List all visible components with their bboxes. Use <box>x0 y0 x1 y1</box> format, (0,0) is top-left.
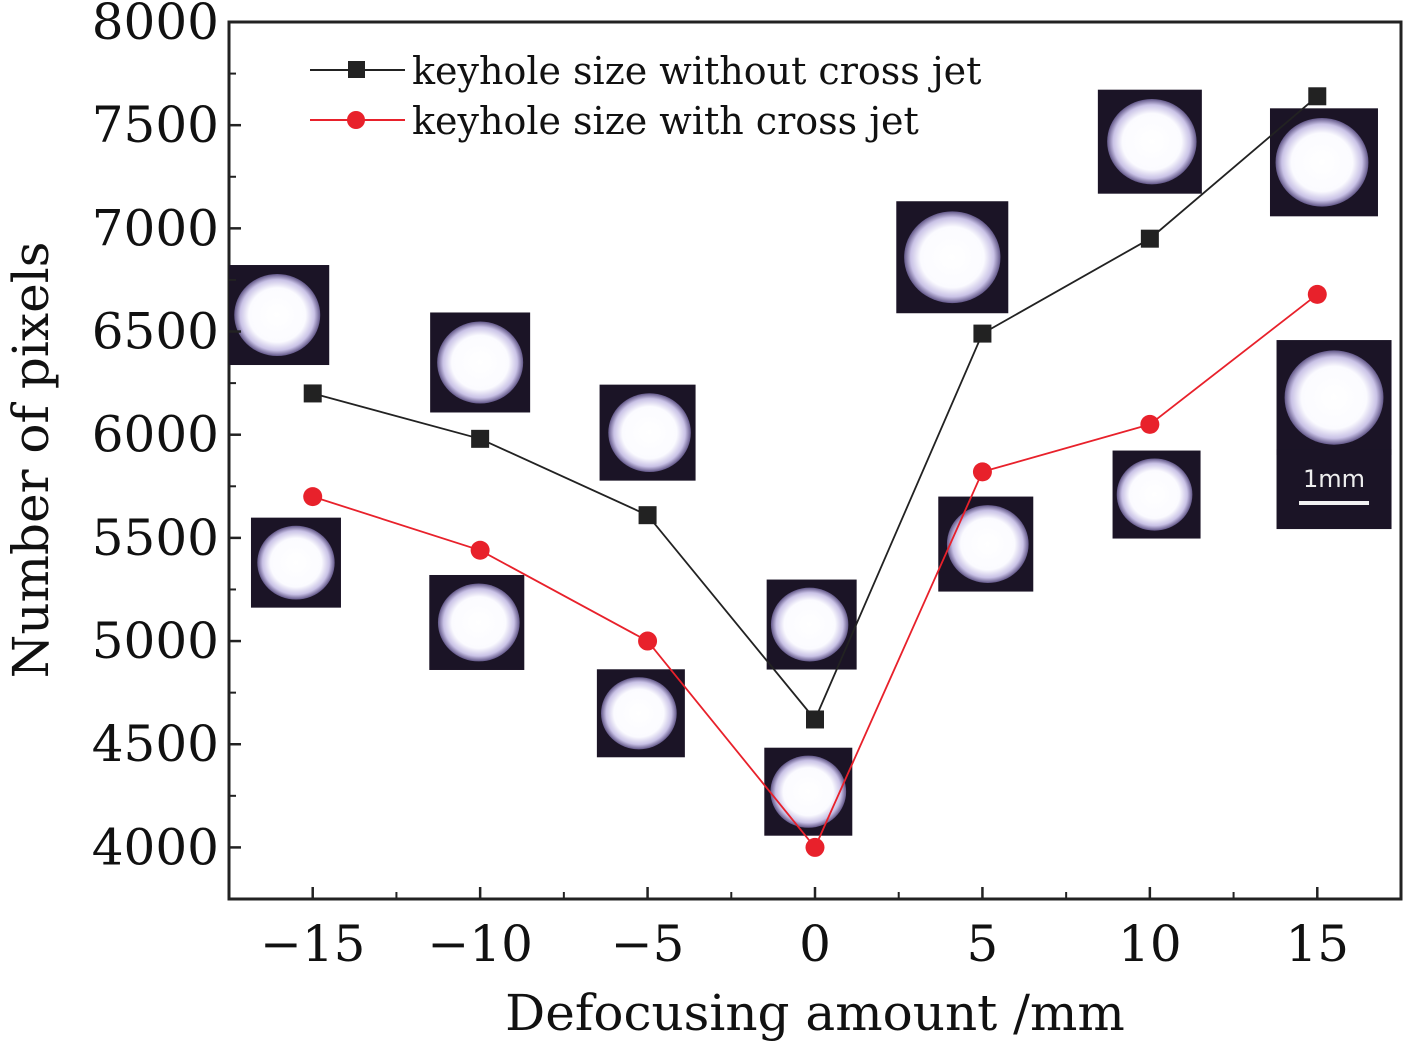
data-point-without-cross-jet <box>303 384 322 403</box>
keyhole-blob <box>437 321 524 404</box>
keyhole-inset-image <box>250 517 341 608</box>
y-tick-label: 8000 <box>92 0 219 51</box>
keyhole-inset-image <box>430 312 531 413</box>
data-point-without-cross-jet <box>638 506 657 525</box>
data-point-without-cross-jet <box>1140 229 1159 248</box>
y-tick-label: 7500 <box>92 96 219 154</box>
keyhole-inset-image <box>1276 340 1392 456</box>
x-tick-label: −10 <box>427 915 533 973</box>
x-tick-label: 15 <box>1285 915 1349 973</box>
y-tick-label: 4500 <box>92 715 219 773</box>
data-point-with-cross-jet <box>972 462 992 482</box>
data-point-without-cross-jet <box>1308 87 1327 106</box>
y-tick-label: 6500 <box>92 303 219 361</box>
y-tick-label: 7000 <box>92 199 219 257</box>
data-point-with-cross-jet <box>638 631 658 651</box>
y-tick-label: 5500 <box>92 509 219 567</box>
y-tick-label: 6000 <box>92 406 219 464</box>
keyhole-blob <box>770 587 849 662</box>
keyhole-inset-image <box>229 265 330 366</box>
legend-label-with-cross-jet: keyhole size with cross jet <box>412 99 919 143</box>
y-tick-label: 4000 <box>92 818 219 876</box>
scale-bar: 1mm <box>1276 449 1392 530</box>
x-tick-label: −5 <box>611 915 685 973</box>
keyhole-inset-image <box>599 384 696 481</box>
data-point-without-cross-jet <box>471 429 490 448</box>
keyhole-blob <box>437 583 520 662</box>
x-tick-label: −15 <box>260 915 366 973</box>
legend-entry-without-cross-jet: keyhole size without cross jet <box>310 49 981 93</box>
keyhole-blob <box>1116 458 1193 531</box>
keyhole-inset-image <box>429 574 525 670</box>
keyhole-blob <box>601 677 677 750</box>
keyhole-inset-image <box>1112 450 1201 539</box>
y-axis: 4000 4500 5000 5500 6000 6500 7000 7500 8000 <box>92 0 241 876</box>
scale-bar-background <box>1276 449 1392 530</box>
data-point-with-cross-jet <box>805 837 825 857</box>
keyhole-blob <box>1284 350 1384 445</box>
legend: keyhole size without cross jet keyhole s… <box>310 49 981 143</box>
legend-marker-circle <box>347 111 365 129</box>
series-markers <box>303 87 1327 857</box>
keyhole-inset-image <box>1097 89 1202 194</box>
data-point-with-cross-jet <box>1140 414 1160 434</box>
keyhole-inset-image <box>1269 108 1378 217</box>
keyhole-blob <box>257 525 335 600</box>
keyhole-image-insets: 1mm <box>229 89 1392 836</box>
data-point-without-cross-jet <box>806 710 824 729</box>
data-point-without-cross-jet <box>973 324 992 343</box>
keyhole-inset-image <box>938 496 1034 592</box>
data-point-with-cross-jet <box>303 487 323 507</box>
data-point-with-cross-jet <box>470 540 490 560</box>
keyhole-inset-image <box>596 669 685 758</box>
keyhole-blob <box>608 393 691 473</box>
keyhole-blob <box>1107 99 1197 185</box>
y-axis-title: Number of pixels <box>2 242 60 679</box>
keyhole-blob <box>234 274 321 357</box>
scale-bar-label: 1mm <box>1303 465 1365 493</box>
x-axis-title: Defocusing amount /mm <box>505 984 1125 1042</box>
keyhole-inset-image <box>766 579 857 670</box>
legend-label-without-cross-jet: keyhole size without cross jet <box>412 49 981 93</box>
keyhole-inset-image <box>764 747 853 836</box>
x-tick-label: 10 <box>1118 915 1182 973</box>
y-tick-label: 5000 <box>92 612 219 670</box>
keyhole-blob <box>946 505 1029 584</box>
keyhole-blob <box>770 755 847 828</box>
keyhole-blob <box>1275 118 1369 207</box>
data-point-with-cross-jet <box>1307 284 1327 304</box>
legend-entry-with-cross-jet: keyhole size with cross jet <box>310 99 919 143</box>
keyhole-blob <box>904 211 1001 304</box>
legend-marker-square <box>348 61 365 78</box>
x-tick-label: 0 <box>799 915 831 973</box>
keyhole-inset-image <box>896 201 1009 314</box>
x-tick-label: 5 <box>967 915 999 973</box>
x-axis: −15 −10 −5 0 5 10 15 <box>260 887 1349 973</box>
